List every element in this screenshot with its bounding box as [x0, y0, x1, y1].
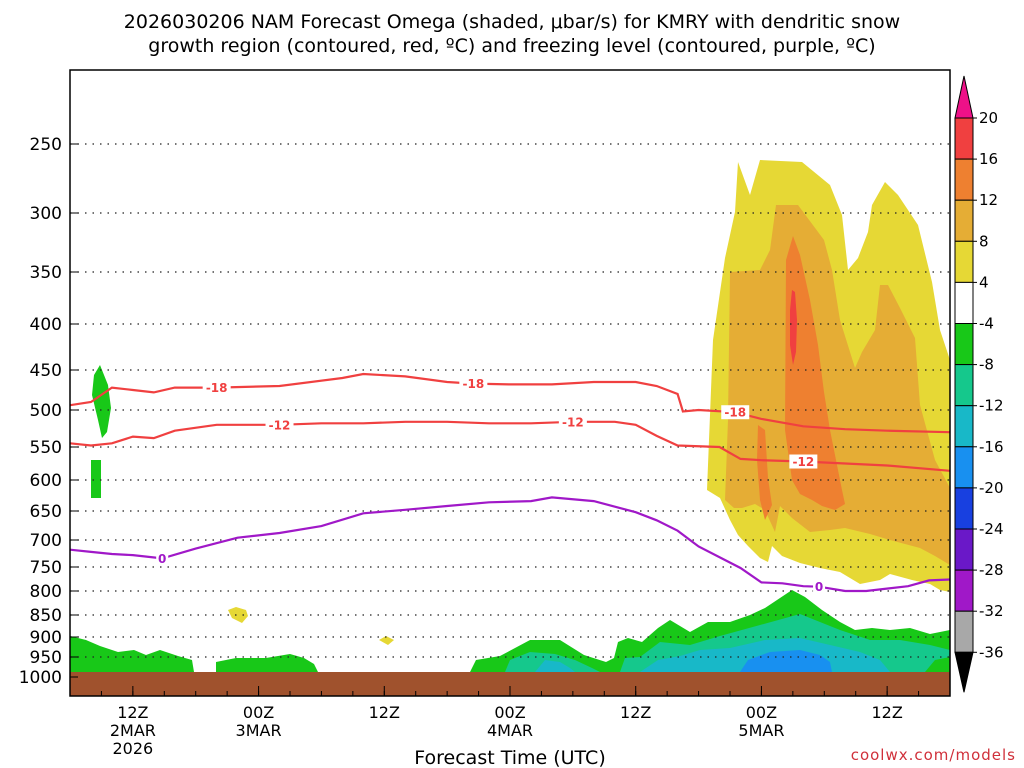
colorbar-box-6	[954, 364, 974, 407]
x-tick-label-6-0: 12Z	[871, 703, 902, 722]
omega-region-16	[790, 290, 797, 365]
contour-label-1-2: -12	[792, 455, 814, 469]
contour-layer: -18 -18 -18 -12 -12 -12 0 0	[70, 372, 950, 594]
contour-label-0-1: -18	[462, 377, 484, 391]
x-tick-label-1-1: 3MAR	[236, 721, 282, 740]
x-axis-label: Forecast Time (UTC)	[414, 747, 605, 768]
contour-label-bg	[721, 405, 750, 420]
colorbar-label-0: 20	[979, 109, 998, 127]
y-tick-label-850: 850	[30, 606, 62, 626]
omega-patch-neg-a	[92, 365, 111, 438]
colorbar-box-12	[954, 610, 974, 653]
y-tick-label-750: 750	[30, 558, 62, 578]
colorbar-label-11: -28	[979, 561, 1004, 579]
colorbar-box-9	[954, 487, 974, 530]
x-tick-label-5-0: 00Z	[746, 703, 777, 722]
colorbar-label-2: 12	[979, 191, 998, 209]
y-tick-label-900: 900	[30, 628, 62, 648]
x-tick-label-2-0: 12Z	[369, 703, 400, 722]
colorbar-label-13: -36	[979, 643, 1004, 661]
colorbar-label-5: -4	[979, 315, 994, 333]
colorbar-box-11	[954, 569, 974, 612]
colorbar-label-6: -8	[979, 356, 994, 374]
colorbar-label-7: -12	[979, 397, 1004, 415]
omega-shading	[70, 160, 950, 696]
contour-label-bg	[156, 551, 169, 566]
y-tick-label-950: 950	[30, 648, 62, 668]
colorbar-box-3	[954, 240, 974, 283]
contour-label-bg	[789, 454, 818, 469]
omega-patch-4b	[379, 636, 394, 645]
x-tick-label-0-0: 12Z	[117, 703, 148, 722]
y-tick-label-250: 250	[30, 135, 62, 155]
colorbar-label-4: 4	[979, 273, 989, 291]
chart-title-line-2: growth region (contoured, red, ºC) and f…	[148, 35, 875, 57]
y-tick-label-300: 300	[30, 204, 62, 224]
chart-title-line-1: 2026030206 NAM Forecast Omega (shaded, μ…	[124, 11, 900, 33]
y-tick-label-700: 700	[30, 531, 62, 551]
contour-label-bg	[813, 579, 826, 594]
y-tick-label-350: 350	[30, 263, 62, 283]
y-tick-label-800: 800	[30, 582, 62, 602]
colorbar-box-5	[954, 323, 974, 366]
omega-patch-neg-b	[91, 460, 101, 498]
contour-label-2-1: 0	[815, 580, 823, 594]
colorbar-box-1	[954, 158, 974, 201]
y-tick-label-650: 650	[30, 502, 62, 522]
colorbar-label-8: -16	[979, 438, 1004, 456]
y-tick-label-600: 600	[30, 471, 62, 491]
colorbar-label-10: -24	[979, 520, 1004, 538]
contour-label-1-1: -12	[562, 415, 584, 429]
x-tick-label-3-1: 4MAR	[487, 721, 533, 740]
y-tick-label-550: 550	[30, 438, 62, 458]
contour-label-bg	[558, 414, 587, 429]
colorbar-box-10	[954, 528, 974, 571]
y-axis: 2503003504004505005506006507007508008509…	[19, 135, 78, 688]
colorbar-box-8	[954, 446, 974, 489]
contour-label-bg	[265, 417, 294, 432]
contour-line-0	[70, 372, 950, 434]
x-tick-label-1-0: 00Z	[243, 703, 274, 722]
contour-line-1	[70, 420, 950, 472]
colorbar-label-9: -20	[979, 479, 1004, 497]
y-tick-label-500: 500	[30, 401, 62, 421]
colorbar-label-3: 8	[979, 232, 989, 250]
contour-label-0-2: -18	[724, 406, 746, 420]
contour-label-bg	[459, 376, 488, 391]
y-tick-label-400: 400	[30, 315, 62, 335]
omega-lowlevel-neg-edge	[925, 657, 950, 672]
omega-region-12b	[757, 425, 772, 520]
contour-label-1-0: -12	[269, 418, 291, 432]
contour-label-bg	[202, 380, 231, 395]
colorbar-box-4	[954, 281, 974, 324]
colorbar-label-1: 16	[979, 150, 998, 168]
omega-lowlevel-neg-mid	[216, 654, 318, 672]
x-tick-label-3-0: 00Z	[494, 703, 525, 722]
colorbar-bottom-arrow	[954, 651, 974, 693]
omega-region-8	[725, 205, 950, 565]
colorbar-top-arrow	[954, 75, 974, 119]
credit-text: coolwx.com/models	[851, 746, 1016, 764]
omega-lowlevel-neg-left	[70, 636, 194, 672]
colorbar: 20 16 12 8 4 -4 -8 -12 -16 -20 -24 -28 -32 -36	[954, 75, 1004, 693]
omega-lowlevel-neg16	[740, 650, 832, 672]
y-tick-label-450: 450	[30, 361, 62, 381]
colorbar-box-7	[954, 405, 974, 448]
colorbar-box-2	[954, 199, 974, 242]
x-tick-label-0-2: 2026	[112, 739, 153, 758]
y-tick-label-1000: 1000	[19, 668, 62, 688]
colorbar-label-12: -32	[979, 602, 1004, 620]
omega-patch-4a	[228, 607, 248, 623]
x-tick-label-5-1: 5MAR	[738, 721, 784, 740]
x-tick-label-0-1: 2MAR	[110, 721, 156, 740]
omega-region-12	[785, 236, 845, 510]
x-tick-label-4-0: 12Z	[620, 703, 651, 722]
colorbar-box-0	[954, 117, 974, 160]
contour-label-2-0: 0	[158, 552, 166, 566]
contour-label-0-0: -18	[206, 381, 228, 395]
